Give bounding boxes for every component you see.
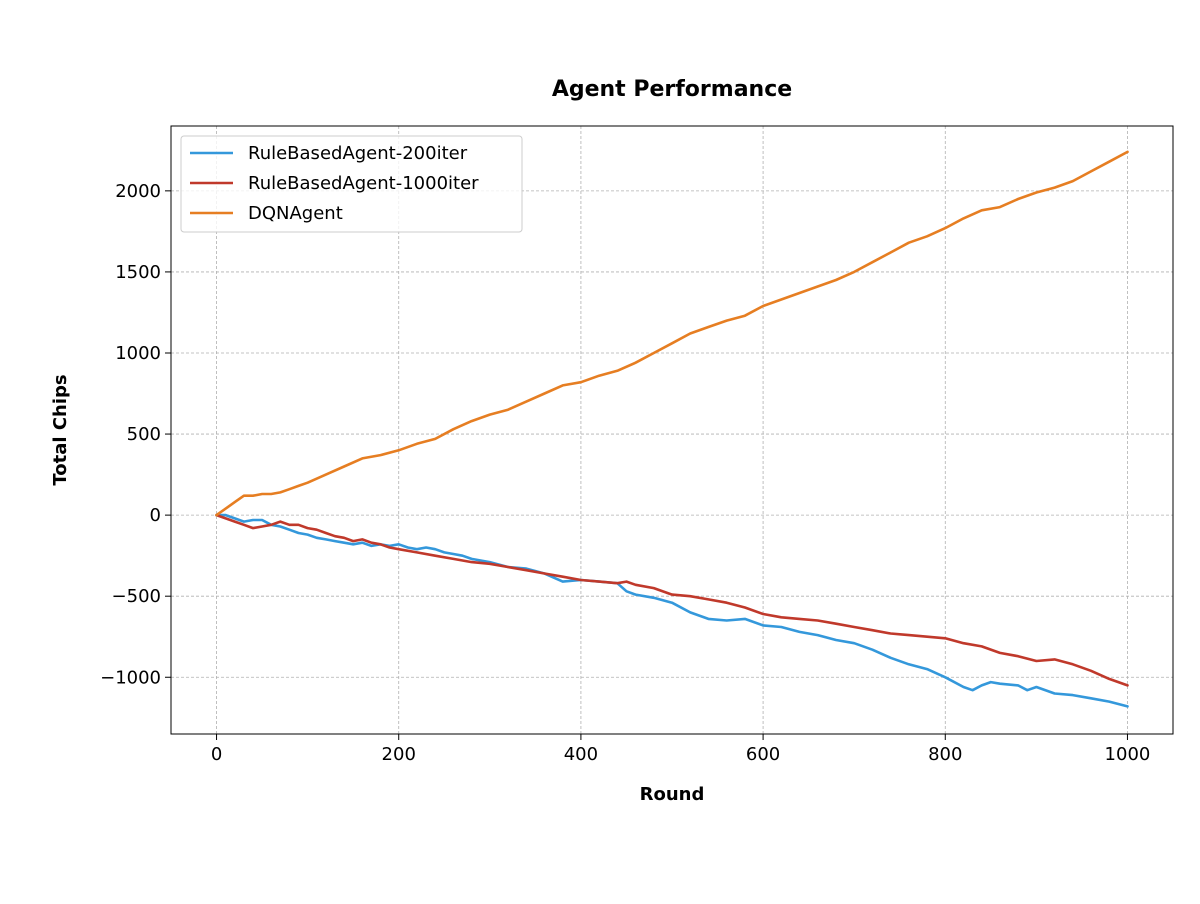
- series-line: [215, 513, 1129, 687]
- y-tick-label: 500: [127, 424, 161, 445]
- y-axis-label: Total Chips: [50, 374, 71, 485]
- series-layer: [215, 150, 1129, 708]
- legend: RuleBasedAgent-200iter RuleBasedAgent-100…: [180, 135, 523, 233]
- x-tick-label: 800: [928, 744, 962, 765]
- x-tick-label: 200: [382, 744, 416, 765]
- y-tick-label: 0: [150, 505, 161, 526]
- x-tick-label: 0: [211, 744, 222, 765]
- legend-label: RuleBasedAgent-200iter: [248, 143, 468, 164]
- legend-label: RuleBasedAgent-1000iter: [248, 173, 479, 194]
- x-tick-label: 600: [746, 744, 780, 765]
- chart-title: Agent Performance: [552, 77, 792, 102]
- plot-area-frame: [170, 125, 1174, 735]
- y-axis-ticks: −1000 −500 0 500 1000 1500 2000: [100, 181, 171, 688]
- x-tick-label: 400: [564, 744, 598, 765]
- y-tick-label: −1000: [100, 667, 161, 688]
- x-axis-ticks: 0 200 400 600 800 1000: [211, 734, 1151, 765]
- legend-label: DQNAgent: [248, 203, 343, 224]
- y-tick-label: −500: [112, 586, 161, 607]
- y-tick-label: 1500: [115, 262, 161, 283]
- legend-frame: [180, 135, 523, 233]
- series-line: [215, 150, 1129, 517]
- y-tick-label: 2000: [115, 181, 161, 202]
- series-line: [215, 513, 1129, 708]
- x-tick-label: 1000: [1105, 744, 1151, 765]
- x-axis-label: Round: [640, 784, 705, 805]
- y-tick-label: 1000: [115, 343, 161, 364]
